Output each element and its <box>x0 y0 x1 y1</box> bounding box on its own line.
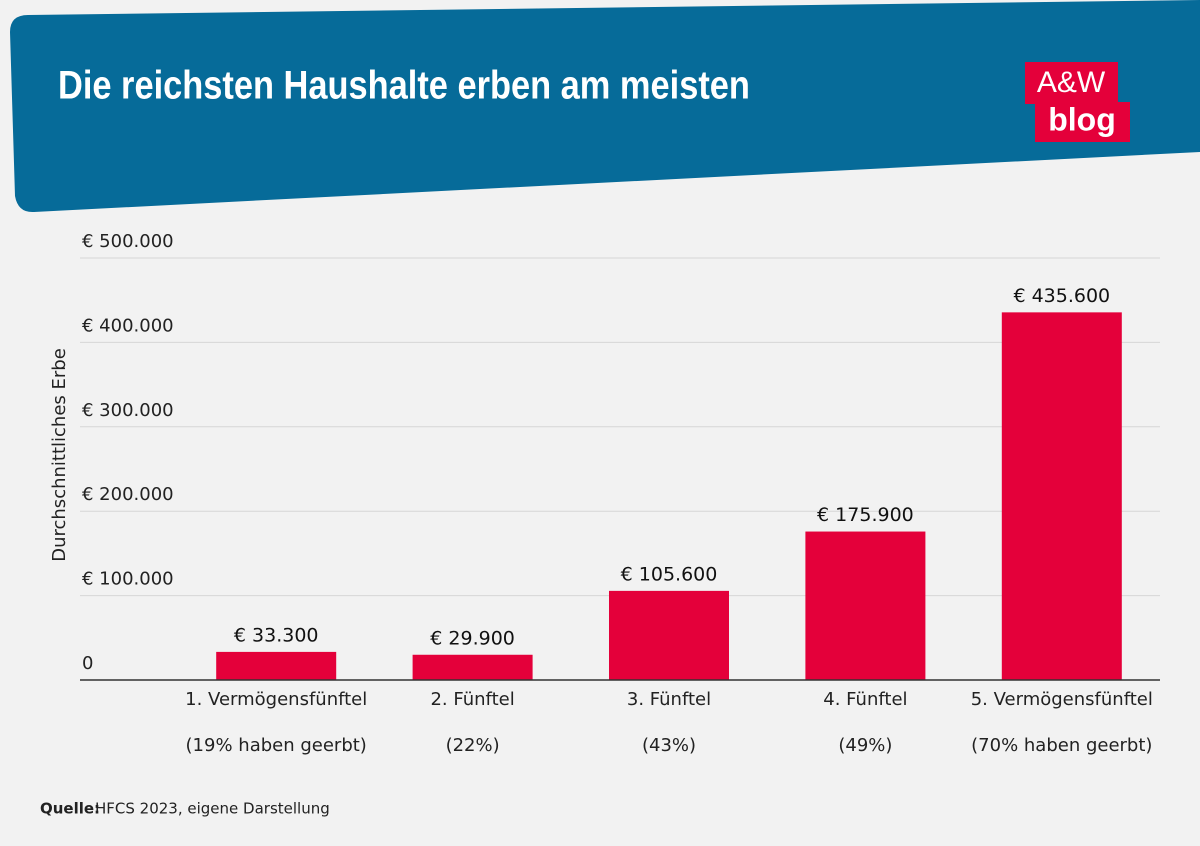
y-tick-label: 0 <box>82 653 93 674</box>
y-tick-label: € 200.000 <box>82 484 174 505</box>
logo-box <box>1025 62 1118 104</box>
logo-text: blog <box>1048 101 1116 137</box>
y-tick-label: € 300.000 <box>82 400 174 421</box>
x-tick-label: 1. Vermögensfünftel <box>185 689 367 710</box>
source-text: HFCS 2023, eigene Darstellung <box>95 800 330 818</box>
value-label: € 435.600 <box>1013 285 1110 307</box>
bar <box>609 590 729 680</box>
value-label: € 33.300 <box>234 624 319 646</box>
value-label: € 175.900 <box>817 504 914 526</box>
x-tick-sublabel: (49%) <box>838 735 892 756</box>
value-label: € 105.600 <box>621 563 718 585</box>
source-label: Quelle: <box>40 800 100 818</box>
bar <box>1001 312 1122 680</box>
bar <box>805 531 926 680</box>
x-tick-label: 4. Fünftel <box>823 689 907 710</box>
x-tick-label: 3. Fünftel <box>627 689 711 710</box>
x-tick-label: 5. Vermögensfünftel <box>971 689 1153 710</box>
logo-text: A&W <box>1037 66 1106 99</box>
x-tick-label: 2. Fünftel <box>430 689 514 710</box>
bar <box>216 651 337 680</box>
chart-title: Die reichsten Haushalte erben am meisten <box>58 62 750 107</box>
header-band <box>10 0 1200 213</box>
bar <box>412 654 533 680</box>
y-tick-label: € 400.000 <box>82 315 174 336</box>
y-tick-label: € 500.000 <box>82 231 174 252</box>
x-tick-sublabel: (22%) <box>446 735 500 756</box>
value-label: € 29.900 <box>430 627 515 649</box>
y-tick-label: € 100.000 <box>82 569 174 590</box>
x-tick-sublabel: (43%) <box>642 735 696 756</box>
y-axis-label: Durchschnittliches Erbe <box>49 348 70 562</box>
x-tick-sublabel: (19% haben geerbt) <box>186 735 367 756</box>
logo-box <box>1035 102 1130 142</box>
x-tick-sublabel: (70% haben geerbt) <box>971 735 1152 756</box>
